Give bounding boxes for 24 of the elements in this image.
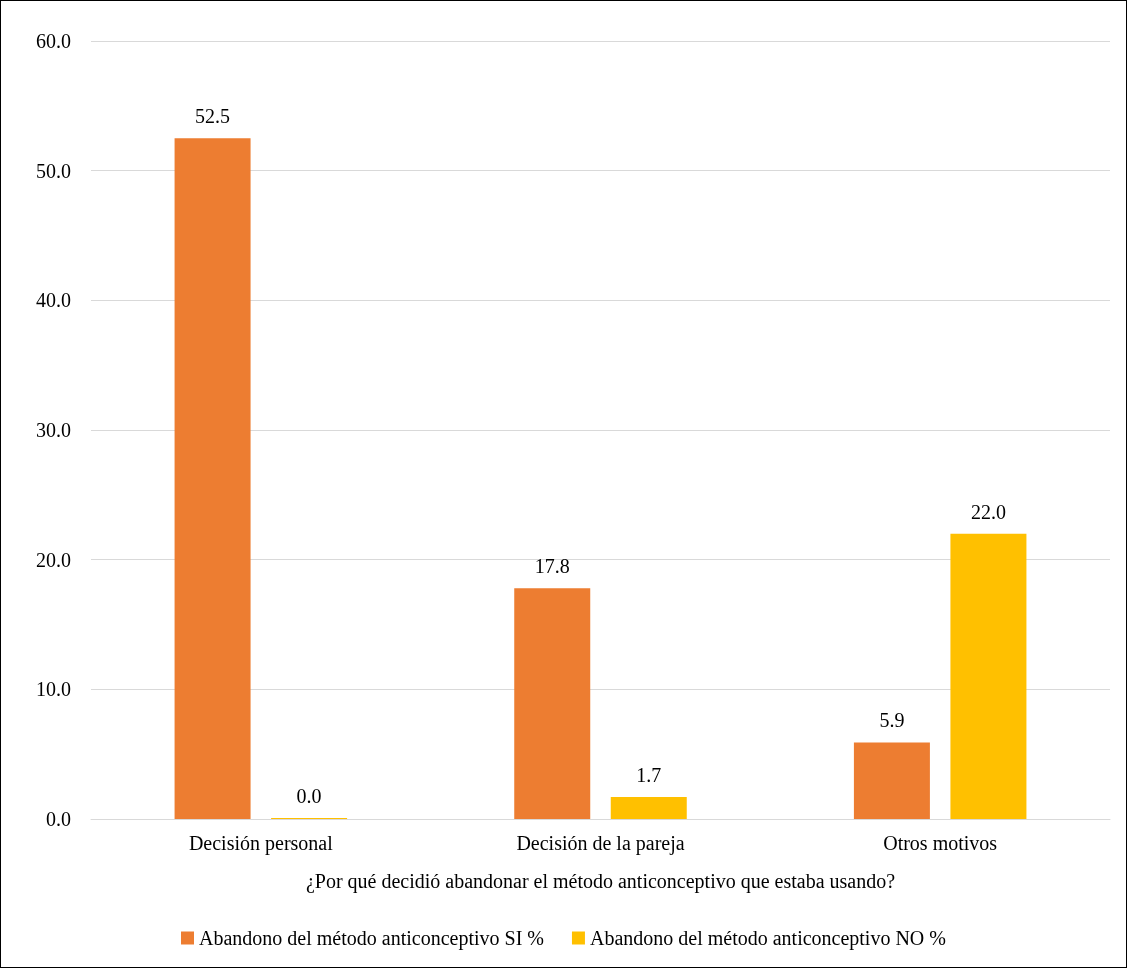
legend-label: Abandono del método anticonceptivo NO % (589, 927, 946, 950)
data-label: 1.7 (636, 763, 662, 786)
bar (610, 796, 687, 819)
y-tick-label: 40.0 (36, 289, 71, 312)
data-label: 0.0 (296, 785, 322, 807)
y-tick-label: 60.0 (36, 30, 71, 52)
bar (174, 138, 251, 819)
legend-label: Abandono del método anticonceptivo SI % (199, 927, 544, 950)
bar (950, 533, 1027, 819)
data-label: 22.0 (970, 500, 1006, 523)
data-label: 5.9 (879, 709, 905, 732)
y-tick-label: 20.0 (36, 548, 71, 571)
x-tick-label: Otros motivos (883, 832, 998, 854)
data-label: 52.5 (195, 105, 231, 128)
y-tick-label: 10.0 (36, 678, 71, 701)
x-axis-title: ¿Por qué decidió abandonar el método anticonceptivo que estaba usando? (305, 870, 896, 893)
data-label: 17.8 (534, 555, 570, 578)
bar (514, 588, 591, 819)
bar (853, 742, 930, 819)
x-tick-label: Decisión personal (188, 832, 334, 855)
x-tick-label: Decisión de la pareja (516, 832, 685, 855)
y-tick-label: 50.0 (36, 159, 71, 182)
y-tick-label: 0.0 (46, 808, 71, 830)
y-tick-label: 30.0 (36, 419, 71, 441)
